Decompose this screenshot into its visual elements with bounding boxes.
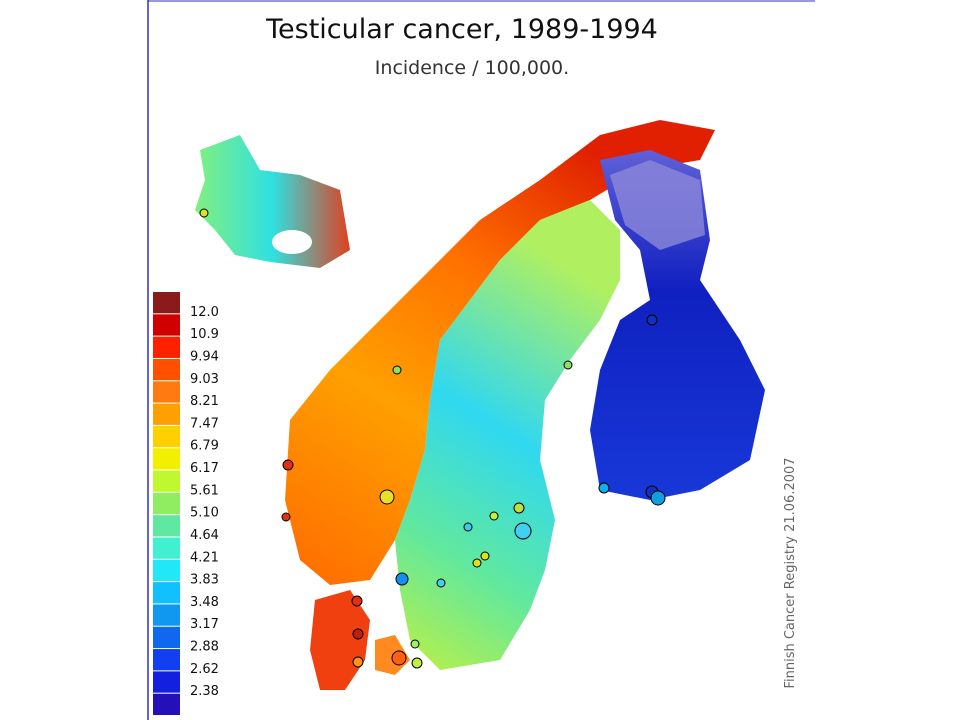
legend-label: 12.0 [190, 305, 219, 320]
title: Testicular cancer, 1989-1994 [265, 14, 658, 45]
norway [285, 120, 715, 585]
legend-label: 6.79 [190, 439, 219, 454]
legend-label: 7.47 [190, 416, 219, 431]
legend-label: 2.38 [190, 684, 219, 699]
subtitle: Incidence / 100,000. [375, 57, 569, 79]
legend-label: 5.61 [190, 483, 219, 498]
legend-swatch [153, 448, 180, 470]
glacier [272, 230, 312, 254]
credit: Finnish Cancer Registry 21.06.2007 [783, 457, 798, 688]
legend-swatch [153, 693, 180, 715]
legend-swatch [153, 671, 180, 693]
hatched-area [610, 160, 705, 250]
legend-swatch [153, 358, 180, 381]
legend-swatch [153, 492, 180, 515]
legend-swatch [153, 582, 180, 604]
legend-label: 3.48 [190, 595, 219, 610]
legend-label: 2.88 [190, 640, 219, 655]
legend-label: 2.62 [190, 662, 219, 677]
legend-swatch [153, 559, 180, 582]
legend-label: 10.9 [190, 327, 219, 342]
denmark [310, 590, 370, 690]
sweden [395, 200, 620, 670]
legend-label: 4.21 [190, 550, 219, 565]
legend-swatch [153, 649, 180, 671]
legend-swatch [153, 336, 180, 358]
legend-label: 5.10 [190, 506, 219, 521]
map [195, 120, 765, 690]
legend-label: 8.21 [190, 394, 219, 409]
iceland [195, 135, 350, 268]
legend-swatch [153, 537, 180, 559]
legend-swatch [153, 381, 180, 403]
legend-swatch [153, 292, 180, 314]
legend-swatch [153, 470, 180, 492]
legend-swatch [153, 626, 180, 649]
legend-label: 3.17 [190, 617, 219, 632]
legend-swatch [153, 403, 180, 425]
legend-label: 4.64 [190, 528, 219, 543]
legend-swatch [153, 425, 180, 448]
legend: 12.0 10.9 9.94 9.03 8.21 7.47 6.79 6.17 5.61 5.10… [153, 292, 219, 715]
finland [590, 150, 765, 500]
legend-swatch [153, 604, 180, 626]
legend-swatch [153, 314, 180, 336]
legend-label: 9.94 [190, 349, 219, 364]
legend-label: 3.83 [190, 573, 219, 588]
legend-swatch [153, 515, 180, 537]
legend-label: 6.17 [190, 461, 219, 476]
legend-label: 9.03 [190, 372, 219, 387]
